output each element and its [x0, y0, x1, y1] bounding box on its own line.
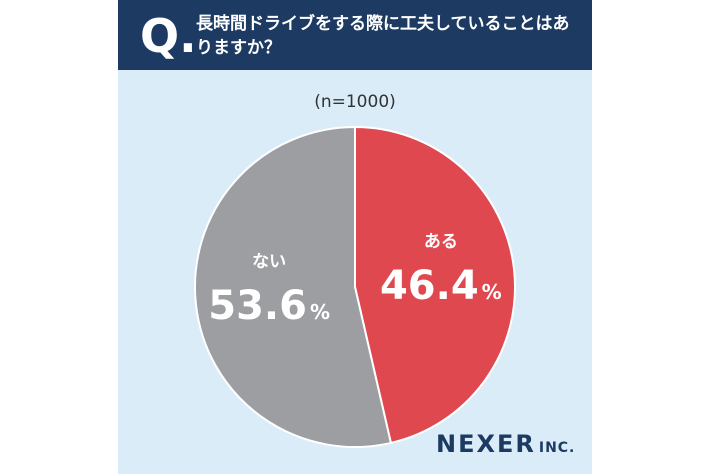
question-text: 長時間ドライブをする際に工夫していることはありますか？	[196, 14, 570, 58]
question-header: Q. 長時間ドライブをする際に工夫していることはありますか？	[118, 0, 592, 70]
slice-label-1: ある	[424, 232, 458, 252]
slice-value-1: 46.4%	[380, 263, 502, 309]
pie-slice-1	[354, 125, 516, 445]
chart-card: Q. 長時間ドライブをする際に工夫していることはありますか？ (n=1000) …	[118, 0, 592, 474]
brand-suffix: INC.	[538, 440, 576, 456]
slice-label-2: ない	[252, 252, 286, 272]
q-mark: Q.	[140, 9, 197, 63]
sample-size: (n=1000)	[314, 92, 396, 112]
pie-chart: ある 46.4 % ない 53.6%	[194, 125, 516, 448]
brand-name: NEXER	[436, 430, 536, 458]
slice-value-2: 53.6%	[208, 283, 330, 329]
brand-logo: NEXER INC.	[436, 430, 575, 458]
pie-slice-2	[194, 125, 393, 448]
